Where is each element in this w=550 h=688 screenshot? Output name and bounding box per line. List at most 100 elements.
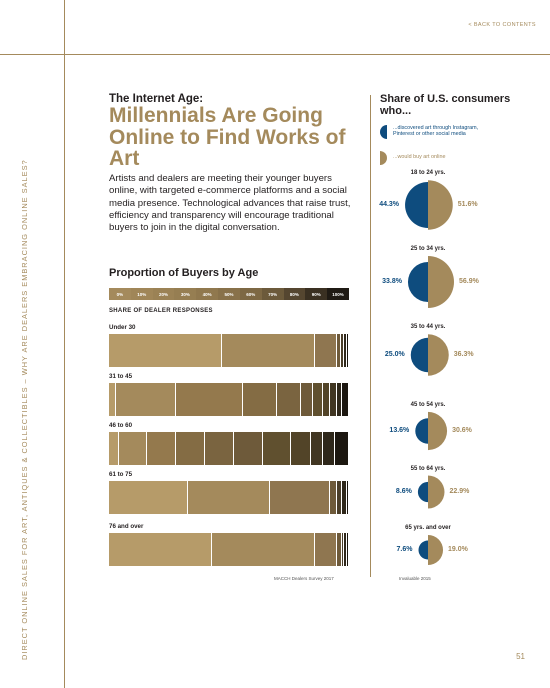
half-circle-pair [407,256,454,308]
bar-segment [109,334,222,367]
bar-segment [188,481,270,514]
bar-segment [109,533,213,566]
buy-half [428,180,453,230]
bar-segment [315,334,337,367]
bar-segment [233,432,263,465]
stacked-bar [109,533,349,566]
bar-segment [336,383,342,416]
age-group-label: 45 to 54 yrs. [410,401,446,408]
intro-paragraph: Artists and dealers are meeting their yo… [109,173,351,234]
stacked-bar [109,481,349,514]
bar-segment [109,383,117,416]
age-group-label: 18 to 24 yrs. [410,170,446,177]
page-number: 51 [516,652,525,661]
discovered-value-label: 25.0% [384,351,405,358]
bar-segment [176,383,244,416]
bar-segment [109,481,189,514]
bar-segment [341,383,349,416]
bar-segment [334,432,349,465]
buy-half [428,475,445,509]
scale-cell: 30% [174,288,197,300]
percent-scale: 0% 10% 20% 30% 40% 50% 60% 70% 80% 90% 100% [109,288,349,300]
column-divider [370,95,371,577]
stacked-bar [109,334,349,367]
scale-cell: 50% [218,288,240,300]
bar-segment [344,334,347,367]
age-group-label: 25 to 34 yrs. [410,246,446,252]
top-rule [0,54,550,55]
discovered-value-label: 13.6% [389,427,410,434]
scale-cell: 0% [109,288,131,300]
bar-segment [346,334,349,367]
buy-value-label: 56.9% [459,278,479,285]
discovered-value-label: 33.8% [382,278,402,285]
bar-segment [336,481,342,514]
discovered-half [418,540,428,560]
bar-chart-source: MACCH Dealers Survey 2017 [274,576,334,581]
bar-segment [336,334,341,367]
scale-cell: 40% [196,288,219,300]
bar-segment [118,432,148,465]
age-group-label: 55 to 64 yrs. [410,465,446,472]
bar-segment [212,533,316,566]
buy-value-label: 19.0% [448,546,468,553]
buy-half [428,534,444,566]
bar-segment [109,432,119,465]
pretitle: The Internet Age: [109,93,204,105]
left-rule [64,0,65,688]
discovered-value-label: 44.3% [379,201,400,208]
bar-segment [315,533,337,566]
buy-half [428,334,449,376]
bar-chart-subtitle: SHARE OF DEALER RESPONSES [109,308,213,314]
bar-segment [346,533,349,566]
stacked-bar [109,383,349,416]
bar-segment [346,481,349,514]
bar-segment [322,432,335,465]
half-circle-pair [417,475,445,509]
discovered-value-label: 8.6% [395,488,412,495]
discovered-half [405,182,428,228]
sidebar-section-title: DIRECT ONLINE SALES FOR ART, ANTIQUES & … [20,159,29,660]
bar-segment [221,334,316,367]
buy-value-label: 30.6% [452,427,472,434]
legend-item-buy: ...would buy art online [380,151,483,165]
scale-cell: 90% [305,288,328,300]
age-group-label: 65 yrs. and over [405,524,451,531]
bar-segment [147,432,177,465]
buy-value-label: 36.3% [453,351,474,358]
bar-segment [340,334,345,367]
bar-segment [341,533,345,566]
bar-segment [322,383,330,416]
bar-segment [276,383,301,416]
bar-segment [329,481,337,514]
scale-cell: 80% [283,288,306,300]
buy-half [428,256,454,308]
bar-category-label: 61 to 75 [109,471,133,478]
bar-category-label: Under 30 [109,324,136,331]
discovered-half [407,261,428,303]
bar-segment [204,432,234,465]
discovered-half [417,481,428,503]
age-group-label: 35 to 44 yrs. [410,324,446,331]
discovered-half [410,337,428,373]
stacked-bar [109,432,349,465]
bar-segment [291,432,311,465]
discovered-half [415,418,428,444]
bar-segment [300,383,313,416]
half-circle-pair [418,534,444,566]
half-circle-pair [405,180,453,230]
bar-segment [336,533,342,566]
legend-label-discovered: ...discovered art through Instagram, Pin… [393,125,479,138]
legend-tan-half-icon [380,151,387,165]
bar-segment [243,383,277,416]
page-title: Millennials Are Going Online to Find Wor… [109,104,346,170]
bar-segment [269,481,330,514]
bar-segment [310,432,323,465]
bar-segment [176,432,205,465]
back-to-contents-link[interactable]: < BACK TO CONTENTS [468,22,536,28]
bar-segment [344,533,347,566]
bar-category-label: 46 to 60 [109,422,133,429]
scale-cell: 100% [327,288,349,300]
pie-chart-source: Invaluable 2015 [399,576,431,581]
buy-value-label: 22.9% [449,488,470,495]
